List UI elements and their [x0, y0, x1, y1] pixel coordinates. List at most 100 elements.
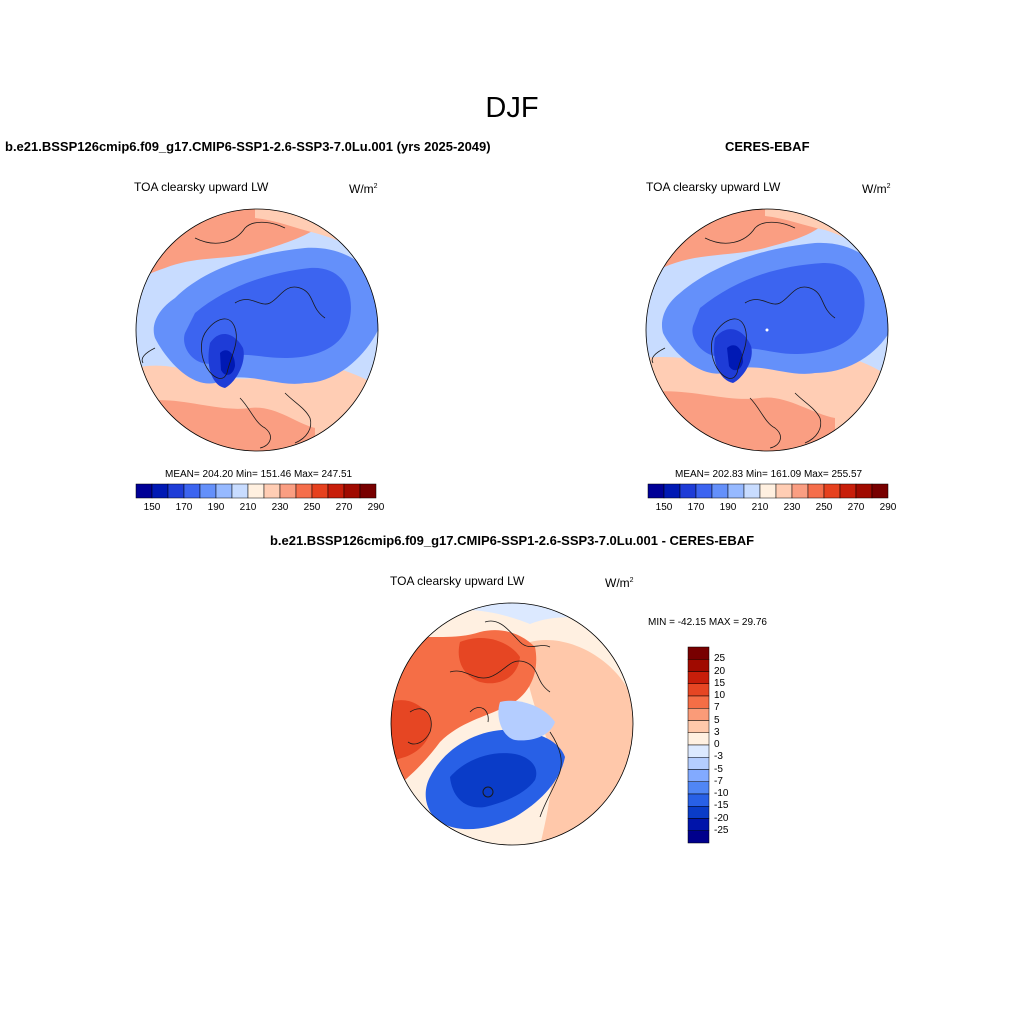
panel1-coast-4	[284, 392, 312, 444]
panel3-left-label: TOA clearsky upward LW	[390, 574, 525, 588]
panel1-colorbar-tick: 250	[303, 502, 321, 513]
panel2-colorbar-tick: 290	[879, 502, 897, 513]
panel1-colorbar-box	[231, 483, 249, 499]
page-title: DJF	[485, 92, 539, 124]
panel3-coast-4	[539, 731, 562, 818]
panel2-colorbar-ticks: 150 170 190 210 230 250 270 290	[648, 502, 897, 516]
panel3-map	[390, 602, 634, 846]
panel3-colorbar-ticks: 25 20 15 10 7 5 3 0 -3 -5 -7 -10 -15 -20 -25	[714, 647, 754, 843]
panel3-colorbar-box	[687, 769, 710, 782]
panel3-colorbar-tick: 7	[714, 702, 720, 714]
panel1-colorbar-box	[151, 483, 169, 499]
panel2-units: W/m2	[862, 182, 891, 196]
panel2-colorbar-box	[807, 483, 825, 499]
panel2-colorbar-tick: 250	[815, 502, 833, 513]
panel2-coast-2	[744, 286, 836, 319]
panel2-colorbar-tick: 150	[655, 502, 673, 513]
panel2-colorbar-box	[775, 483, 793, 499]
panel3-region-colder	[450, 753, 537, 808]
panel3-colorbar-tick: -5	[714, 763, 723, 775]
panel1-coast-1	[201, 318, 237, 379]
panel3-colorbar-tick: 20	[714, 665, 726, 677]
panel1-colorbar-box	[135, 483, 153, 499]
panel2-colorbar-box	[663, 483, 681, 499]
panel1-left-label: TOA clearsky upward LW	[134, 180, 269, 194]
panel2-colorbar-box	[855, 483, 873, 499]
panel1-colorbar-tick: 210	[239, 502, 257, 513]
panel2-colorbar-tick: 170	[687, 502, 705, 513]
panel1-colorbar-tick: 290	[367, 502, 385, 513]
panel1-colorbar-box	[215, 483, 233, 499]
panel3-colorbar-tick: 5	[714, 714, 720, 726]
panel3-colorbar-box	[687, 720, 710, 733]
panel2-stats: MEAN= 202.83 Min= 161.09 Max= 255.57	[675, 469, 863, 480]
panel1-colorbar-box	[327, 483, 345, 499]
panel2-colorbar-box	[695, 483, 713, 499]
panel2-colorbar-box	[791, 483, 809, 499]
panel1-colorbar-box	[263, 483, 281, 499]
panel2-map	[645, 208, 889, 452]
panel1-coast-3	[239, 397, 271, 449]
panel2-colorbar-box	[743, 483, 761, 499]
panel2-colorbar-box	[727, 483, 745, 499]
panel1-colorbar-box	[167, 483, 185, 499]
panel3-map-border	[390, 602, 634, 846]
panel3-region-warm-upper	[458, 637, 520, 684]
panel3-colorbar-box	[687, 818, 710, 831]
panel1-colorbar-tick: 270	[335, 502, 353, 513]
panel1-region-greenland-core	[220, 350, 235, 375]
panel3-minmax: MIN = -42.15 MAX = 29.76	[648, 617, 767, 628]
panel1-coast-2	[234, 286, 326, 319]
panel2-pole-marker	[765, 328, 769, 332]
panel2-colorbar-tick: 190	[719, 502, 737, 513]
panel2-coast-6	[651, 347, 666, 364]
panel3-coast-2	[449, 660, 551, 693]
panel1-colorbar-tick: 170	[175, 502, 193, 513]
panel3-coast-3	[484, 620, 551, 648]
panel2-colorbar-box	[871, 483, 889, 499]
panel3-colorbar-tick: -3	[714, 751, 723, 763]
panel3-colorbar-box	[687, 757, 710, 770]
panel2-colorbar-box	[839, 483, 857, 499]
panel1-coast-5	[194, 221, 286, 244]
panel2-colorbar-tick: 270	[847, 502, 865, 513]
panel2-colorbar-tick: 210	[751, 502, 769, 513]
panel2-region-greenland-core	[727, 345, 743, 371]
panel3-colorbar-box	[687, 646, 710, 660]
panel1-map-border	[135, 208, 379, 452]
panel3-region-cool-centre	[498, 700, 555, 741]
panel3-colorbar-tick: -20	[714, 812, 729, 824]
panel3-colorbar-box	[687, 793, 710, 807]
panel3-title: b.e21.BSSP126cmip6.f09_g17.CMIP6-SSP1-2.…	[269, 533, 755, 548]
panel3-colorbar-tick: 10	[714, 690, 726, 701]
panel1-colorbar-box	[247, 483, 265, 499]
panel2-colorbar-box	[679, 483, 697, 499]
panel3-colorbar-box	[687, 659, 710, 672]
panel3-units: W/m2	[605, 576, 634, 590]
panel3-colorbar-box	[687, 806, 710, 819]
panel1-units: W/m2	[349, 182, 378, 196]
panel2-colorbar-tick: 230	[783, 502, 801, 513]
panel3-colorbar-tick: -10	[714, 788, 729, 799]
panel2-colorbar-box	[647, 483, 665, 499]
panel1-colorbar-box	[183, 483, 201, 499]
panel2-title: CERES-EBAF	[725, 139, 810, 154]
panel3-colorbar-tick: 0	[714, 739, 720, 750]
panel3-colorbar-box	[687, 708, 710, 721]
panel2-map-border	[645, 208, 889, 452]
panel3-colorbar-box	[687, 683, 710, 697]
panel1-map	[135, 208, 379, 452]
panel2-coast-1	[711, 318, 747, 379]
panel3-colorbar-tick: -15	[714, 800, 729, 812]
panel2-coast-3	[749, 397, 781, 449]
panel2-left-label: TOA clearsky upward LW	[646, 180, 781, 194]
panel3-colorbar-tick: 3	[714, 726, 720, 738]
panel1-colorbar-box	[295, 483, 313, 499]
panel3-colorbar-box	[687, 732, 710, 746]
panel1-colorbar-box	[343, 483, 361, 499]
panel2-coast-5	[704, 221, 796, 244]
panel2-colorbar	[647, 483, 889, 499]
panel3-region-hot	[391, 700, 431, 762]
panel3-colorbar-tick: 15	[714, 677, 726, 689]
panel3-colorbar-box	[687, 695, 710, 709]
